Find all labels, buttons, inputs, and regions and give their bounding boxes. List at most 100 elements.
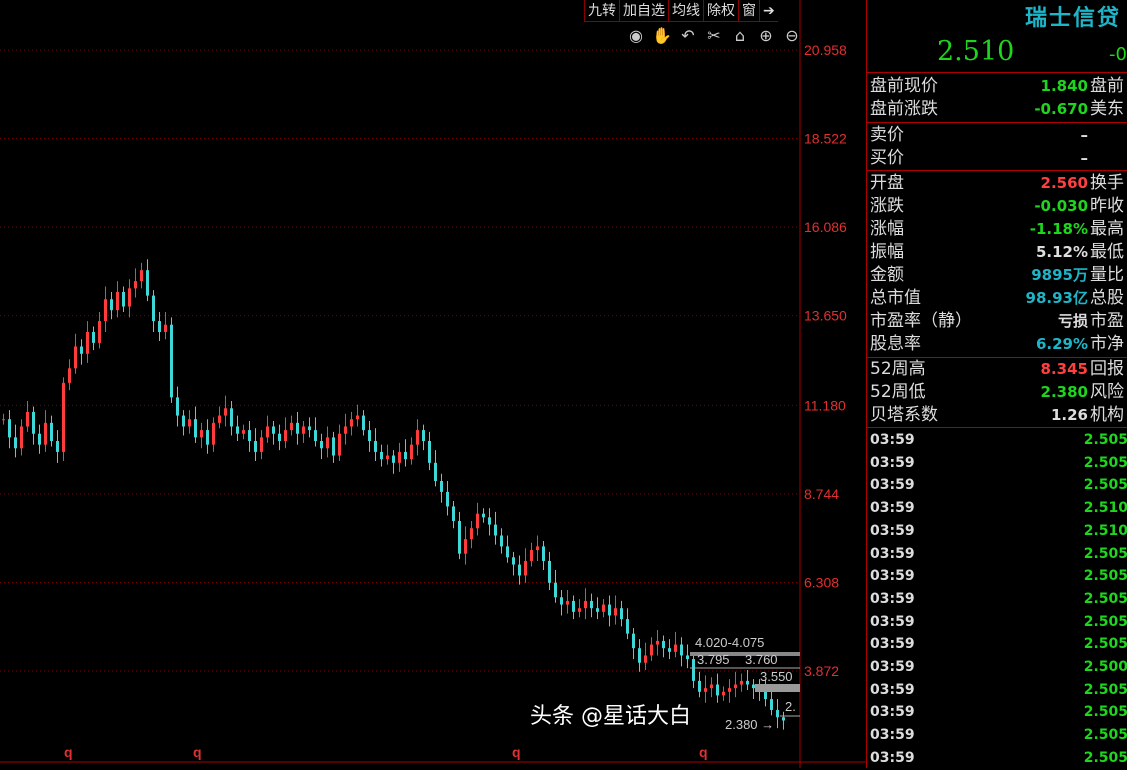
watermark: 头条 @星话大白 — [530, 704, 691, 729]
candle-body — [272, 426, 275, 434]
tick-row: 03:59 2.505 — [870, 429, 1127, 452]
candle-body — [50, 422, 53, 442]
tick-price: 2.505 — [1083, 681, 1127, 698]
candle-body — [278, 433, 281, 442]
candle-body — [356, 415, 359, 420]
candle-body — [752, 684, 755, 689]
candle-body — [182, 415, 185, 427]
add-watchlist-button[interactable]: 加自选 — [619, 0, 668, 21]
candle-body — [686, 655, 689, 660]
candle-body — [740, 680, 743, 685]
candle-body — [218, 415, 221, 423]
tick-row: 03:59 2.505 — [870, 565, 1127, 588]
stat-label-right: 市盈 — [1090, 311, 1124, 331]
lock-icon[interactable]: ⌂ — [734, 26, 746, 45]
tick-price: 2.505 — [1083, 704, 1127, 721]
candle-body — [284, 430, 287, 442]
window-button[interactable]: 窗 — [738, 0, 759, 21]
candle-body — [332, 437, 335, 456]
zoom-in-icon[interactable]: ⊕ — [759, 26, 773, 45]
tick-row: 03:59 2.505 — [870, 588, 1127, 611]
separator — [867, 427, 1127, 428]
tick-time: 03:59 — [870, 568, 915, 585]
candle-body — [380, 451, 383, 460]
candle-body — [134, 281, 137, 289]
stat-value: 6.29% — [1035, 335, 1088, 353]
stat-label-right: 昨收 — [1090, 196, 1124, 216]
candle-body — [2, 419, 5, 421]
candle-body — [140, 270, 143, 282]
undo-icon[interactable]: ↶ — [681, 26, 695, 45]
stat-label-right: 量比 — [1090, 265, 1124, 285]
stat-value: -0.030 — [1034, 197, 1088, 215]
candle-body — [560, 597, 563, 605]
hand-icon[interactable]: ✋ — [652, 26, 672, 45]
tick-row: 03:59 2.505 — [870, 701, 1127, 724]
price-change: -0 — [1109, 44, 1127, 65]
candle-body — [320, 441, 323, 449]
low-price-annotation: 2.380 → — [725, 717, 774, 732]
tick-row: 03:59 2.500 — [870, 656, 1127, 679]
candle-body — [464, 539, 467, 554]
tick-row: 03:59 2.505 — [870, 452, 1127, 475]
price-annotation: 3.760 — [745, 652, 778, 667]
moving-average-button[interactable]: 均线 — [668, 0, 703, 21]
nine-turn-button[interactable]: 九转 — [584, 0, 619, 21]
candle-body — [524, 560, 527, 576]
candle-body — [26, 411, 29, 427]
candle-body — [212, 422, 215, 445]
tick-price: 2.505 — [1083, 454, 1127, 471]
candlestick-chart[interactable]: 20.958 18.522 16.086 13.650 11.180 8.744 6.308… — [0, 0, 866, 768]
candle-body — [554, 582, 557, 598]
stat-row: 52周低 2.380 风险 — [870, 381, 1127, 404]
candle-body — [146, 270, 149, 296]
stat-label: 股息率 — [870, 334, 921, 354]
tick-time: 03:59 — [870, 522, 915, 539]
tick-price: 2.505 — [1083, 749, 1127, 766]
candle-body — [326, 437, 329, 449]
candle-body — [386, 455, 389, 460]
tick-row: 03:59 2.510 — [870, 520, 1127, 543]
exit-arrow-icon[interactable]: ➔ — [759, 0, 778, 21]
stat-row: 买价 – — [870, 147, 1127, 170]
candle-body — [506, 546, 509, 558]
range-annotation: 4.020-4.075 — [695, 635, 764, 650]
candle-body — [164, 324, 167, 332]
candle-body — [176, 397, 179, 416]
scissors-icon[interactable]: ✂ — [707, 26, 721, 45]
stat-label-right: 换手 — [1090, 173, 1124, 193]
candle-body — [434, 462, 437, 481]
candle-body — [392, 455, 395, 463]
stat-row: 卖价 – — [870, 124, 1127, 147]
candle-body — [578, 608, 581, 612]
stat-row: 52周高 8.345 回报 — [870, 358, 1127, 381]
stock-name: 瑞士信贷 — [1024, 5, 1121, 31]
price-annotation: 2. — [785, 699, 796, 714]
candle-body — [698, 680, 701, 692]
stat-value: -1.18% — [1029, 220, 1088, 238]
candle-body — [632, 633, 635, 649]
stat-label: 开盘 — [870, 173, 904, 193]
candle-body — [158, 321, 161, 332]
tick-row: 03:59 2.505 — [870, 611, 1127, 634]
y-tick-label: 20.958 — [804, 42, 847, 58]
candle-body — [488, 517, 491, 525]
stat-row: 股息率 6.29% 市净 — [870, 333, 1127, 356]
candle-body — [92, 331, 95, 343]
candle-body — [644, 655, 647, 663]
candle-body — [410, 444, 413, 460]
eye-icon[interactable]: ◉ — [629, 26, 643, 45]
stat-label: 52周高 — [870, 359, 926, 379]
stat-row: 盘前现价 1.840 盘前 — [870, 75, 1127, 98]
candle-body — [728, 688, 731, 692]
y-tick-label: 3.872 — [804, 663, 839, 679]
price-annotation: 3.795 — [697, 652, 730, 667]
candle-body — [716, 684, 719, 696]
tick-price: 2.505 — [1083, 636, 1127, 653]
stat-value: 1.26 — [1050, 406, 1088, 424]
tick-time: 03:59 — [870, 613, 915, 630]
zoom-out-icon[interactable]: ⊖ — [785, 26, 799, 45]
ex-rights-button[interactable]: 除权 — [703, 0, 738, 21]
candle-body — [248, 430, 251, 442]
tick-time: 03:59 — [870, 681, 915, 698]
